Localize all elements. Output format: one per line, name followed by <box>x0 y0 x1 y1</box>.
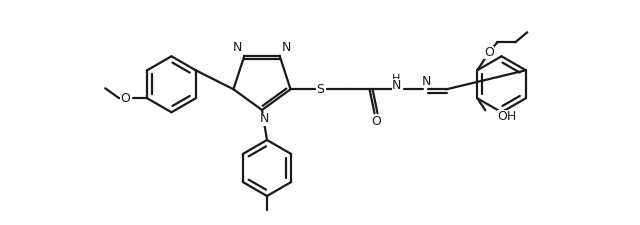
Text: N: N <box>392 79 401 92</box>
Text: H: H <box>392 74 401 84</box>
Text: S: S <box>317 83 324 96</box>
Text: N: N <box>259 112 269 126</box>
Text: OH: OH <box>497 110 516 123</box>
Text: N: N <box>282 41 291 54</box>
Text: N: N <box>422 75 431 88</box>
Text: O: O <box>484 46 494 59</box>
Text: O: O <box>372 115 381 128</box>
Text: O: O <box>120 92 130 105</box>
Text: N: N <box>233 41 242 54</box>
